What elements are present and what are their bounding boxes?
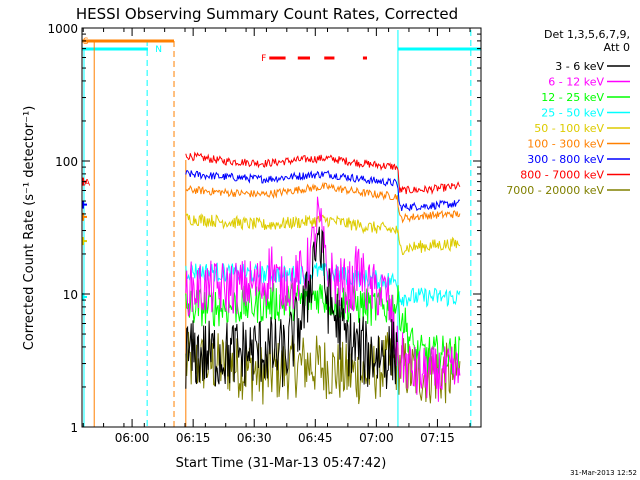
series-line [185, 212, 461, 256]
plot-frame [81, 27, 482, 428]
y-tick-label: 10 [63, 288, 78, 302]
legend-label: 12 - 25 keV [541, 91, 604, 104]
series-line [185, 181, 461, 224]
x-axis-label: Start Time (31-Mar-13 05:47:42) [176, 456, 387, 471]
timestamp: 31-Mar-2013 12:52 [570, 469, 637, 477]
x-tick-label: 06:30 [237, 431, 272, 445]
legend-label: 25 - 50 keV [541, 107, 604, 120]
left-marker [82, 237, 87, 246]
y-axis-label: Corrected Count Rate (s⁻¹ detector⁻¹) [22, 106, 37, 351]
x-tick-label: 07:00 [359, 431, 394, 445]
legend-label: 3 - 6 keV [555, 60, 604, 73]
series-line [185, 170, 461, 212]
series-line [185, 226, 398, 390]
series-line [185, 282, 461, 375]
legend-header-1: Det 1,3,5,6,7,9, [544, 28, 630, 41]
left-marker [82, 200, 87, 209]
chart-title: HESSI Observing Summary Count Rates, Cor… [76, 5, 458, 23]
legend-header-2: Att 0 [604, 41, 630, 54]
x-tick-label: 06:45 [298, 431, 333, 445]
legend-label: 6 - 12 keV [548, 76, 604, 89]
left-marker-label: A [84, 179, 91, 189]
legend-label: 800 - 7000 keV [520, 169, 604, 182]
legend: 3 - 6 keV 6 - 12 keV 12 - 25 keV 25 - 50 ke… [506, 60, 630, 197]
saa-label: S [83, 37, 89, 47]
legend-label: 100 - 300 keV [527, 138, 604, 151]
legend-label: 7000 - 20000 keV [506, 184, 604, 197]
plot-layer: S N F A 1 10 100 1000 06:00 06:15 06:30 06:45 07:00 0… [47, 22, 481, 445]
x-tick-label: 06:00 [115, 431, 150, 445]
series-line [185, 151, 461, 195]
left-marker: A [82, 177, 91, 189]
flare-label: F [261, 54, 266, 64]
x-tick-label: 07:15 [420, 431, 455, 445]
legend-label: 50 - 100 keV [534, 122, 604, 135]
y-tick-label: 100 [55, 155, 78, 169]
y-tick-label: 1000 [47, 22, 78, 36]
series-line [185, 196, 461, 402]
night-label: N [155, 45, 162, 55]
legend-label: 300 - 800 keV [527, 153, 604, 166]
y-tick-label: 1 [70, 421, 78, 435]
x-tick-label: 06:15 [176, 431, 211, 445]
series-line [185, 331, 461, 405]
